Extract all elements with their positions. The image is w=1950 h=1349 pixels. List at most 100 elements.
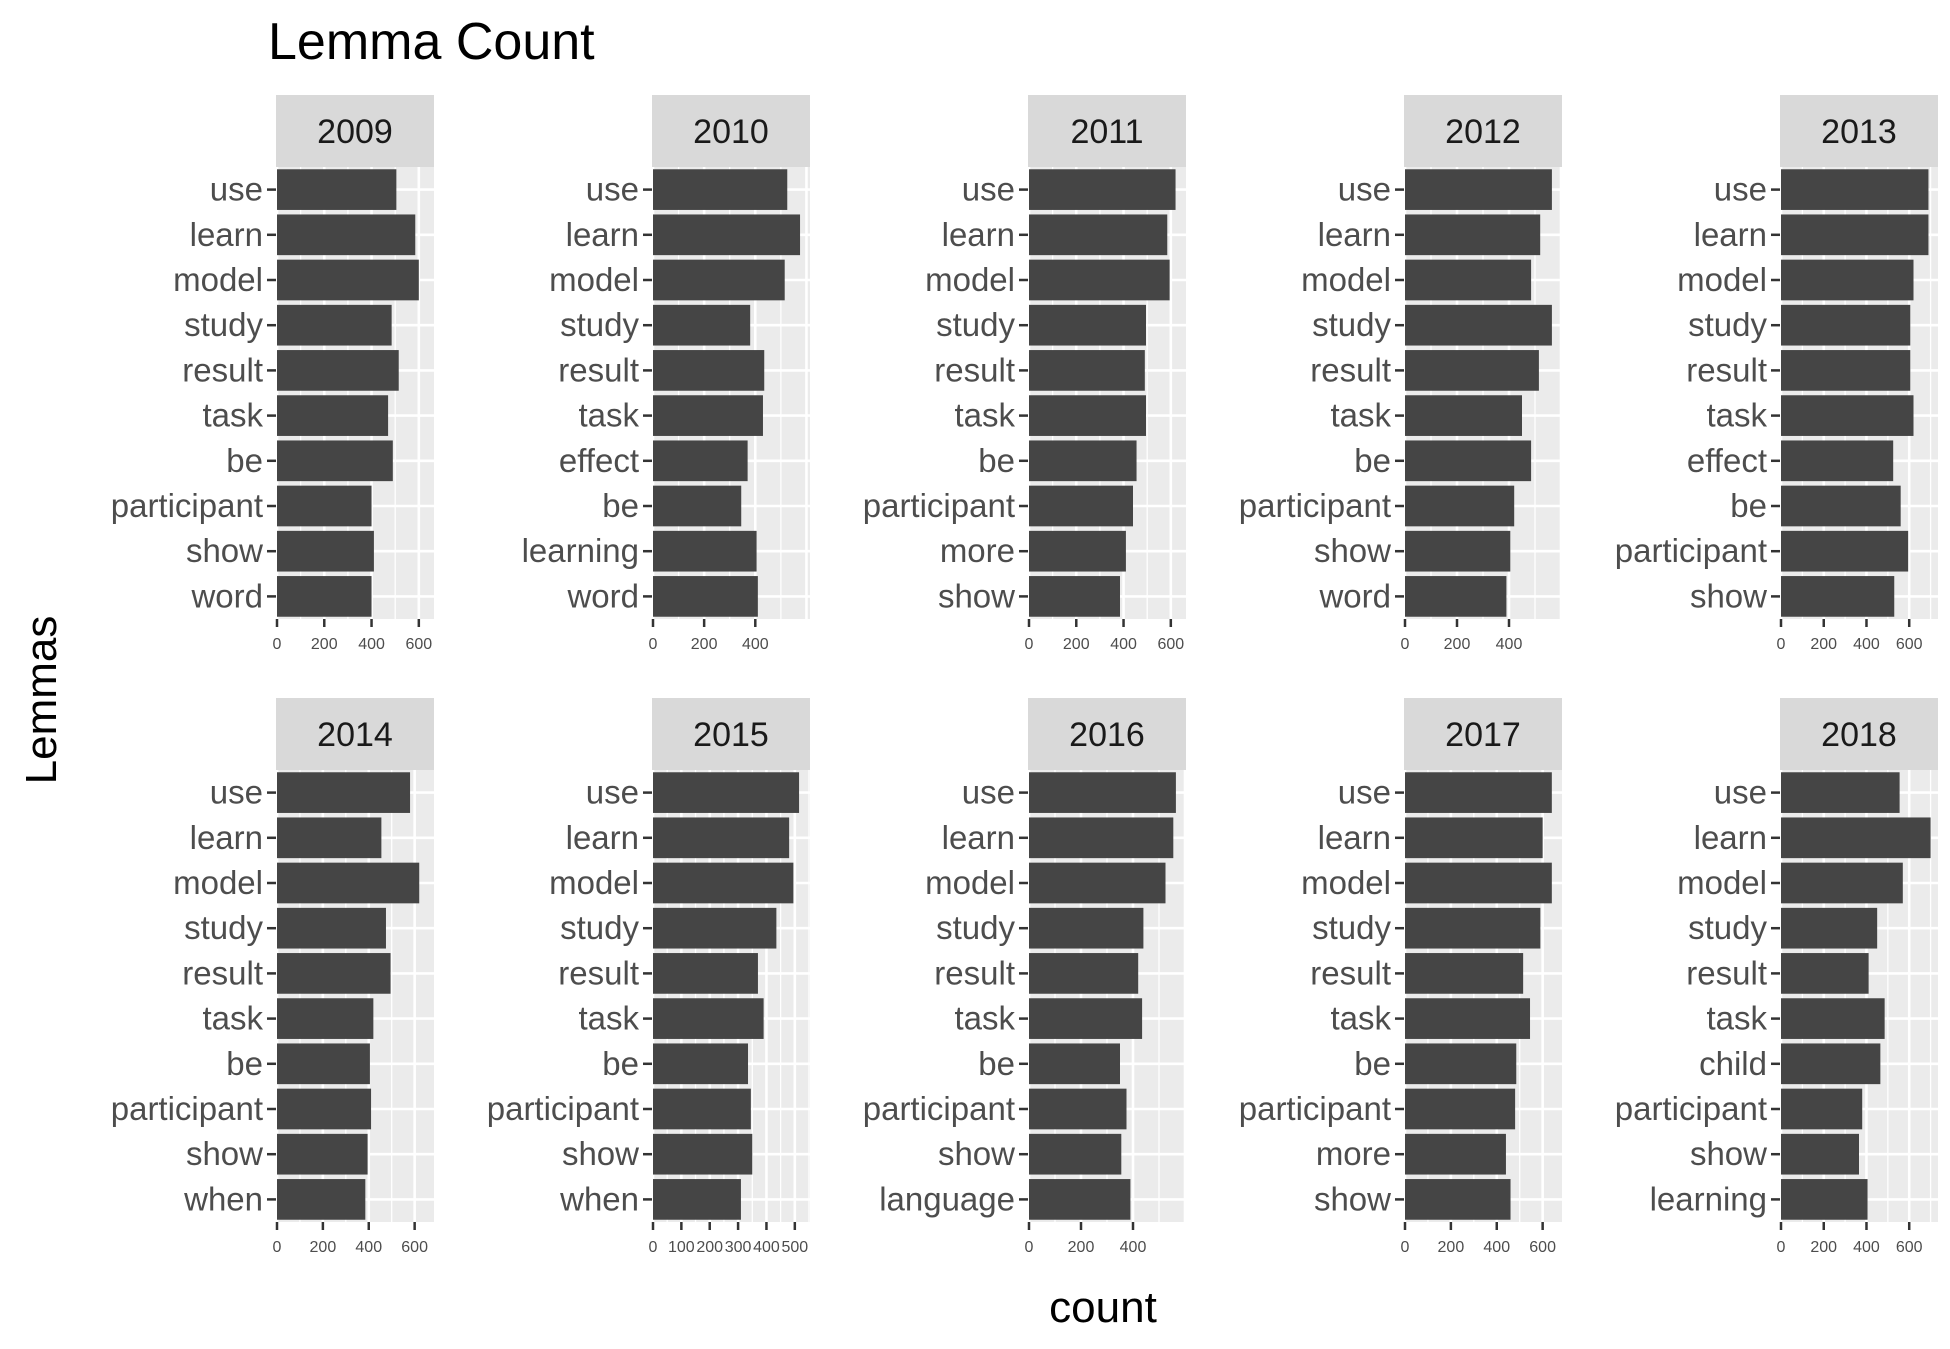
facet-strip	[1780, 698, 1938, 770]
x-tick-label: 200	[1444, 636, 1471, 653]
category-label: be	[1730, 487, 1767, 524]
category-label: be	[602, 1045, 639, 1082]
x-tick-label: 0	[273, 636, 282, 653]
category-label: task	[954, 397, 1015, 434]
facet-label: 2014	[317, 716, 393, 754]
facet-panel-2010: 2010 use learn model study result task effect be…	[522, 95, 810, 653]
x-tick-label: 600	[1896, 1239, 1923, 1256]
category-label: show	[186, 532, 263, 569]
category-label: task	[578, 1000, 639, 1037]
x-tick-label: 400	[358, 636, 385, 653]
bar-use	[1029, 169, 1176, 210]
bar-task	[653, 395, 763, 436]
bar-learn	[1029, 817, 1174, 859]
category-label: use	[1338, 774, 1391, 811]
category-label: model	[925, 864, 1015, 901]
category-label: word	[190, 577, 263, 614]
bar-use	[653, 169, 788, 210]
category-label: learning	[1650, 1180, 1767, 1217]
facet-strip	[1780, 95, 1938, 167]
category-label: participant	[1615, 532, 1767, 569]
facet-panel-2013: 2013 use learn model study result task effect be…	[1615, 95, 1938, 653]
bar-show	[1781, 576, 1895, 617]
x-tick-label: 200	[1068, 1239, 1095, 1256]
facet-strip	[1404, 95, 1562, 167]
category-label: result	[182, 351, 263, 388]
bar-learn	[277, 214, 416, 256]
category-label: child	[1699, 1045, 1767, 1082]
facet-label: 2011	[1070, 113, 1143, 151]
category-label: participant	[863, 487, 1015, 524]
bar-be	[1029, 440, 1137, 482]
bar-learn	[277, 817, 382, 859]
x-tick-label: 600	[401, 1239, 428, 1256]
bar-model	[277, 259, 419, 301]
bar-result	[1029, 350, 1145, 391]
category-label: model	[1677, 261, 1767, 298]
bar-be	[277, 440, 393, 482]
facet-panel-2014: 2014 use learn model study result task be partic…	[111, 698, 434, 1256]
category-label: show	[562, 1135, 639, 1172]
x-tick-label: 200	[310, 1239, 337, 1256]
bar-result	[1405, 350, 1539, 391]
category-label: use	[962, 774, 1015, 811]
bar-participant	[277, 1088, 372, 1130]
x-tick-label: 100	[668, 1239, 695, 1256]
x-tick-label: 400	[1483, 1239, 1510, 1256]
x-axis-title: count	[1049, 1283, 1157, 1332]
y-axis-title: Lemmas	[17, 616, 66, 785]
category-label: show	[1690, 1135, 1767, 1172]
bar-model	[653, 862, 794, 904]
bar-participant	[1781, 530, 1909, 572]
x-tick-label: 400	[1853, 1239, 1880, 1256]
facet-panel-2016: 2016 use learn model study result task be partic…	[863, 698, 1187, 1256]
category-label: use	[210, 774, 263, 811]
bar-study	[653, 304, 751, 346]
bar-participant	[277, 485, 372, 527]
bar-study	[277, 304, 392, 346]
bar-task	[1029, 998, 1143, 1039]
bar-study	[1405, 907, 1541, 949]
bar-show	[1405, 530, 1511, 572]
category-label: more	[940, 532, 1015, 569]
bar-learn	[653, 214, 801, 256]
category-label: be	[1354, 442, 1391, 479]
bar-use	[1781, 169, 1929, 210]
category-label: be	[226, 1045, 263, 1082]
bar-be	[653, 485, 742, 527]
bar-show	[1029, 1133, 1122, 1175]
facet-strip	[1404, 698, 1562, 770]
bar-task	[1781, 395, 1914, 436]
x-tick-label: 0	[1025, 636, 1034, 653]
category-label: show	[938, 1135, 1015, 1172]
facet-strip	[1028, 95, 1186, 167]
category-label: be	[978, 442, 1015, 479]
bar-show	[277, 530, 374, 572]
x-tick-label: 400	[1120, 1239, 1147, 1256]
facet-label: 2012	[1445, 113, 1521, 151]
category-label: task	[1706, 1000, 1767, 1037]
x-tick-label: 400	[1853, 636, 1880, 653]
x-tick-label: 400	[355, 1239, 382, 1256]
bar-result	[1405, 953, 1524, 994]
bar-use	[277, 772, 411, 813]
bar-be	[1405, 440, 1532, 482]
facet-label: 2015	[693, 716, 769, 754]
bar-use	[277, 169, 397, 210]
bar-be	[653, 1043, 749, 1085]
bar-result	[277, 350, 399, 391]
x-tick-label: 600	[1896, 636, 1923, 653]
category-label: learn	[190, 216, 263, 253]
category-label: participant	[1239, 487, 1391, 524]
category-label: effect	[1687, 442, 1767, 479]
category-label: use	[586, 171, 639, 208]
bar-task	[1405, 395, 1522, 436]
chart-title: Lemma Count	[268, 13, 595, 71]
category-label: show	[1314, 1180, 1391, 1217]
facet-panel-2012: 2012 use learn model study result task be partic…	[1239, 95, 1563, 653]
category-label: participant	[487, 1090, 639, 1127]
category-label: learn	[566, 819, 639, 856]
bar-model	[1405, 259, 1532, 301]
bar-learn	[1405, 817, 1543, 859]
category-label: show	[1314, 532, 1391, 569]
